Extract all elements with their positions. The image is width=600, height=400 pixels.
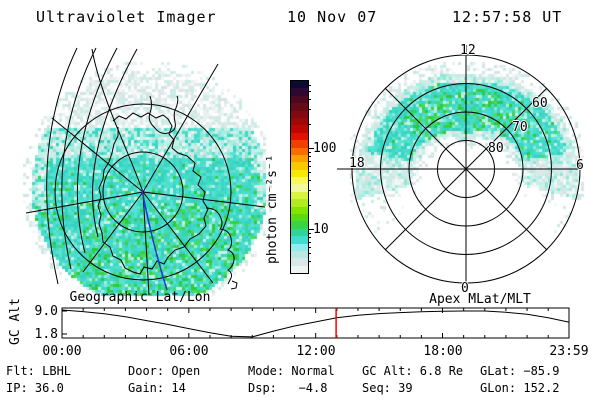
- colorbar-label: photon cm⁻²s⁻¹: [265, 154, 280, 264]
- colorbar-tick: [308, 237, 311, 238]
- timeline-xtick-label: 00:00: [42, 344, 82, 359]
- mlt-label-6: 6: [576, 158, 584, 173]
- antarctica-coastline: [97, 95, 238, 290]
- timeline-xtick-label: 06:00: [169, 344, 209, 359]
- timeline-xtick-label: 23:59: [549, 344, 589, 359]
- colorbar-tick: [308, 233, 311, 234]
- colorbar-tick: [308, 91, 311, 92]
- colorbar-band: [291, 103, 308, 111]
- mlt-label-18: 18: [349, 156, 365, 171]
- colorbar-band: [291, 184, 308, 192]
- status-flt: Flt: LBHL: [6, 364, 72, 378]
- colorbar-band: [291, 110, 308, 118]
- status-door: Door: Open: [128, 364, 201, 378]
- colorbar-band: [291, 243, 308, 251]
- gc-alt-timeline: [61, 307, 570, 339]
- colorbar-band: [291, 214, 308, 222]
- status-gcalt: GC Alt: 6.8 Re: [362, 364, 464, 378]
- colorbar-band: [291, 88, 308, 96]
- colorbar: [290, 80, 309, 274]
- colorbar-tick: [308, 85, 311, 86]
- status-seq: Seq: 39: [362, 381, 413, 395]
- colorbar-tick: [308, 242, 311, 243]
- colorbar-band: [291, 132, 308, 141]
- colorbar-tick: [308, 172, 311, 173]
- colorbar-tick: [308, 161, 311, 162]
- colorbar-tick: [308, 152, 311, 153]
- colorbar-band: [291, 154, 308, 163]
- colorbar-band: [291, 199, 308, 207]
- colorbar-band: [291, 169, 308, 178]
- colorbar-tick: [308, 99, 311, 100]
- colorbar-band: [291, 221, 308, 229]
- page-title: Ultraviolet Imager: [36, 8, 217, 26]
- colorbar-band: [291, 117, 308, 126]
- mlt-label-12: 12: [460, 43, 476, 58]
- header-date: 10 Nov 07: [287, 8, 378, 26]
- colorbar-band: [291, 258, 308, 266]
- colorbar-band: [291, 191, 308, 200]
- colorbar-tick: [308, 156, 311, 157]
- colorbar-band: [291, 177, 308, 185]
- status-glat: GLat: −85.9: [480, 364, 560, 378]
- colorbar-tick: [308, 109, 311, 110]
- colorbar-tick-10: 10: [313, 222, 329, 237]
- geo-prime-meridian-blue: [141, 189, 168, 291]
- geo-meridians: [25, 48, 266, 296]
- mlt-label-0: 0: [461, 281, 469, 296]
- header-time: 12:57:58 UT: [452, 8, 563, 26]
- colorbar-tick-100: 100: [313, 141, 337, 156]
- colorbar-band: [291, 162, 308, 170]
- ring-label-60: 60: [532, 96, 548, 111]
- timeline-xtick-label: 12:00: [296, 344, 336, 359]
- ring-label-70: 70: [512, 120, 528, 135]
- left-plot-caption: Geographic Lat/Lon: [69, 290, 211, 305]
- timeline-ytick-9: 9.0: [34, 304, 58, 319]
- colorbar-tick: [308, 148, 314, 149]
- colorbar-tick: [308, 205, 311, 206]
- status-mode: Mode: Normal: [248, 364, 335, 378]
- right-plot-caption: Apex MLat/MLT: [429, 292, 531, 307]
- colorbar-tick: [308, 253, 311, 254]
- colorbar-tick: [308, 124, 311, 125]
- colorbar-tick: [308, 190, 311, 191]
- colorbar-band: [291, 228, 308, 237]
- status-dsp: Dsp: −4.8: [248, 381, 328, 395]
- status-glon: GLon: 152.2: [480, 381, 560, 395]
- colorbar-band: [291, 95, 308, 104]
- colorbar-tick: [308, 180, 311, 181]
- colorbar-band: [291, 140, 308, 148]
- colorbar-band: [291, 265, 308, 274]
- colorbar-band: [291, 81, 308, 89]
- colorbar-band: [291, 125, 308, 133]
- colorbar-tick: [308, 261, 311, 262]
- colorbar-tick: [308, 229, 314, 230]
- timeline-ytick-1-8: 1.8: [34, 327, 58, 342]
- colorbar-band: [291, 236, 308, 244]
- colorbar-band: [291, 206, 308, 215]
- ring-label-80: 80: [488, 141, 504, 156]
- timeline-xtick-label: 18:00: [423, 344, 463, 359]
- status-ip: IP: 36.0: [6, 381, 64, 395]
- geo-latitude-circles: [54, 103, 232, 281]
- geo-limb-arcs: [46, 47, 138, 285]
- colorbar-band: [291, 147, 308, 155]
- colorbar-tick: [308, 247, 311, 248]
- status-gain: Gain: 14: [128, 381, 186, 395]
- colorbar-tick: [308, 166, 311, 167]
- apex-grid: [337, 45, 582, 284]
- timeline-ylabel: GC Alt: [8, 298, 23, 345]
- colorbar-band: [291, 250, 308, 259]
